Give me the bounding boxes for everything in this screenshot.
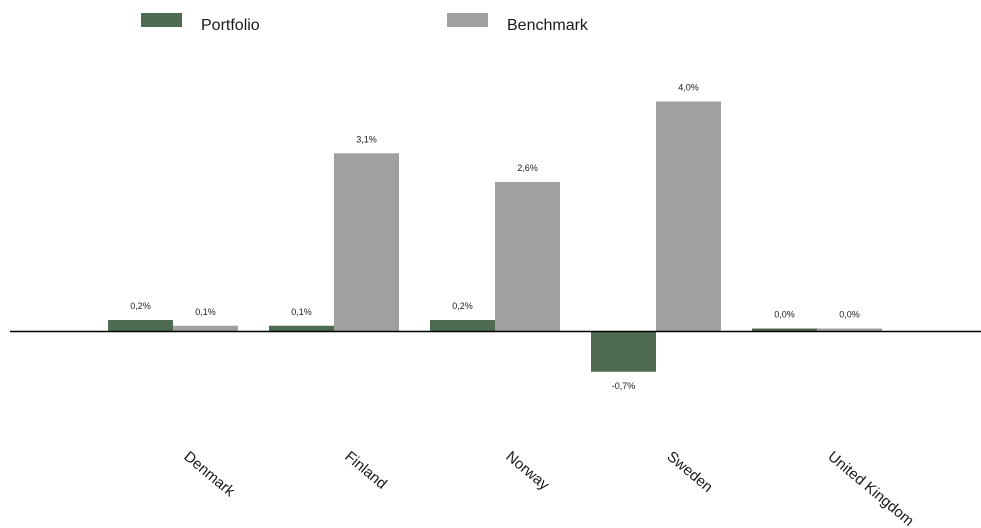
legend-swatch-benchmark — [447, 13, 488, 27]
legend-swatch-portfolio — [141, 13, 182, 27]
data-label-benchmark-denmark: 0,1% — [195, 307, 216, 317]
data-label-benchmark-norway: 2,6% — [517, 163, 538, 173]
bar-benchmark-finland — [334, 153, 399, 332]
bar-benchmark-sweden — [656, 101, 721, 332]
bar-benchmark-united-kingdom — [817, 328, 882, 332]
category-label-united-kingdom: United Kingdom — [824, 448, 917, 528]
bar-benchmark-norway — [495, 182, 560, 332]
category-labels: Denmark Finland Norway Sweden United Kingdom — [180, 448, 917, 528]
legend-label-portfolio: Portfolio — [201, 17, 260, 34]
data-label-benchmark-united-kingdom: 0,0% — [839, 310, 860, 320]
data-label-portfolio-united-kingdom: 0,0% — [774, 310, 795, 320]
legend: Portfolio Benchmark — [141, 13, 589, 34]
data-labels: 0,2% 0,1% 0,1% 3,1% 0,2% 2,6% -0,7% 4,0% 0,0% 0,0… — [130, 83, 860, 391]
category-label-sweden: Sweden — [663, 448, 715, 496]
category-label-finland: Finland — [341, 448, 390, 493]
category-label-denmark: Denmark — [180, 448, 238, 500]
data-label-benchmark-sweden: 4,0% — [678, 83, 699, 93]
data-label-portfolio-sweden: -0,7% — [612, 381, 636, 391]
legend-label-benchmark: Benchmark — [507, 17, 589, 34]
bar-portfolio-denmark — [108, 320, 173, 332]
bar-benchmark-denmark — [173, 325, 238, 332]
bar-portfolio-sweden — [591, 331, 656, 372]
data-label-portfolio-norway: 0,2% — [452, 301, 473, 311]
bar-portfolio-finland — [269, 325, 334, 332]
data-label-benchmark-finland: 3,1% — [356, 134, 377, 144]
data-label-portfolio-finland: 0,1% — [291, 307, 312, 317]
bars — [108, 101, 882, 372]
category-label-norway: Norway — [502, 448, 552, 494]
bar-portfolio-norway — [430, 320, 495, 332]
bar-portfolio-united-kingdom — [752, 328, 817, 332]
data-label-portfolio-denmark: 0,2% — [130, 301, 151, 311]
